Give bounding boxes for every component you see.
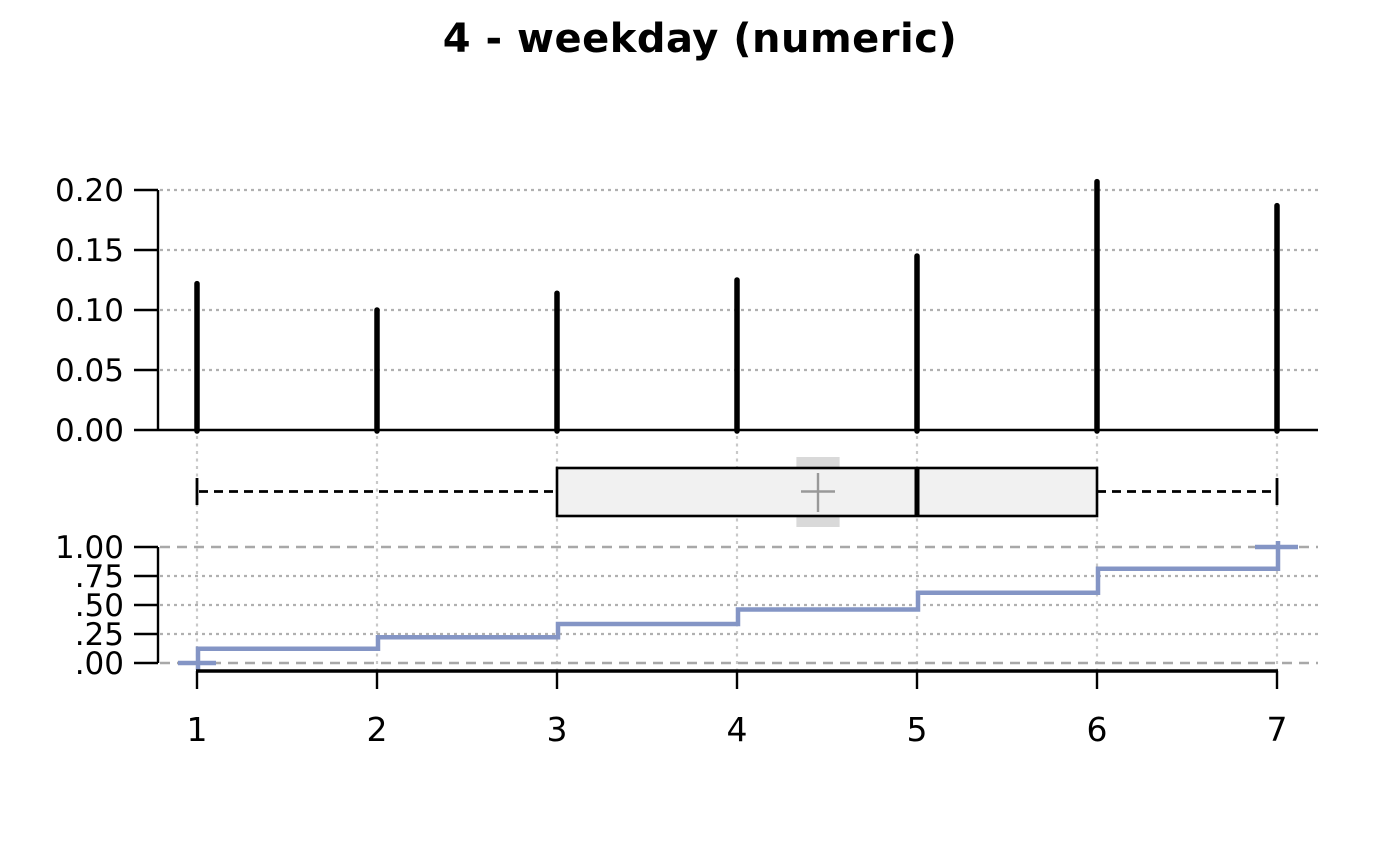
x-tick-label: 2 [367,710,388,749]
x-tick-label: 3 [547,710,568,749]
x-tick-label: 5 [907,710,928,749]
y-tick-label: 0.15 [55,233,124,269]
ecdf-panel: 1.00.75.50.25.00 1 2 3 4 5 6 7 [55,530,1318,749]
chart-title: 4 - weekday (numeric) [442,16,958,62]
y-tick-label: .75 [75,559,124,595]
y-tick-label: 0.05 [55,353,124,389]
y-tick-label: .50 [75,588,124,624]
x-tick-label: 6 [1087,710,1108,749]
y-tick-label: 1.00 [55,530,124,566]
y-tick-label: .00 [75,646,124,682]
y-tick-label: 0.20 [55,173,124,209]
ecdf-line [178,541,1298,670]
x-tick-label: 7 [1267,710,1288,749]
proportion-panel: 0.00 0.05 0.10 0.15 0.20 [55,173,1318,449]
y-tick-label: 0.10 [55,293,124,329]
y-tick-label: .25 [75,617,124,653]
boxplot-panel [195,457,1279,527]
x-tick-label: 1 [187,710,208,749]
x-tick-label: 4 [727,710,748,749]
y-tick-label: 0.00 [55,413,124,449]
